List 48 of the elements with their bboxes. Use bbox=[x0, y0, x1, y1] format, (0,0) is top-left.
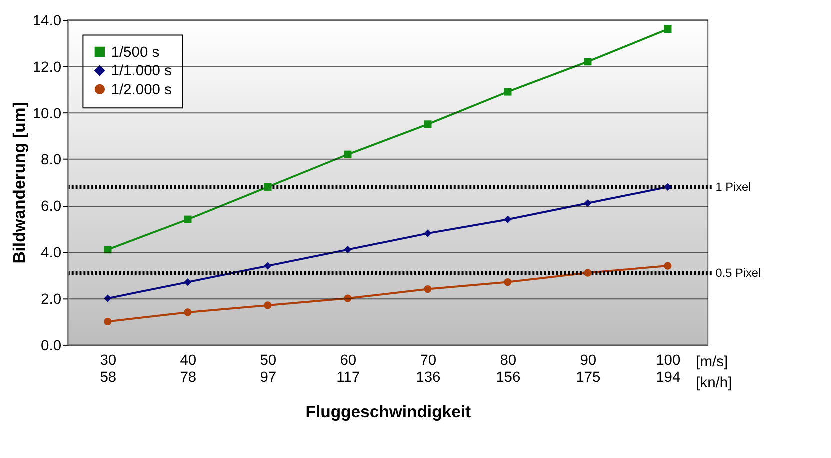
x-tick-label: 80 156 bbox=[496, 353, 521, 386]
y-tick-label: 12.0 bbox=[32, 60, 62, 76]
legend-label: 1/500 s bbox=[111, 44, 160, 61]
x-tick-label: 90 175 bbox=[576, 353, 601, 386]
point bbox=[424, 120, 432, 128]
point bbox=[584, 269, 592, 277]
ref-line-label: 1 Pixel bbox=[716, 180, 752, 194]
point bbox=[104, 246, 112, 254]
x-axis-title: Fluggeschwindigkeit bbox=[306, 402, 472, 422]
y-tick-label: 0.0 bbox=[41, 338, 62, 354]
point bbox=[504, 88, 512, 96]
x-tick-label: 70 136 bbox=[416, 353, 441, 386]
y-tick-label: 10.0 bbox=[32, 106, 62, 122]
point bbox=[184, 216, 192, 224]
x-tick-label: 100 194 bbox=[656, 353, 681, 386]
point bbox=[264, 183, 272, 191]
point bbox=[664, 26, 672, 34]
point bbox=[104, 318, 112, 326]
point bbox=[584, 200, 592, 208]
y-tick-label: 14.0 bbox=[32, 13, 62, 30]
y-tick-label: 4.0 bbox=[41, 246, 62, 262]
point bbox=[504, 216, 512, 224]
point bbox=[504, 278, 512, 286]
point bbox=[264, 302, 272, 310]
point bbox=[184, 278, 192, 286]
point bbox=[424, 230, 432, 238]
legend-label: 1/1.000 s bbox=[111, 64, 172, 80]
point bbox=[344, 294, 352, 302]
y-axis-title: Bildwanderung [um] bbox=[10, 102, 29, 264]
point bbox=[424, 285, 432, 294]
point bbox=[184, 308, 192, 316]
point bbox=[584, 58, 592, 66]
point bbox=[344, 150, 352, 158]
y-tick-label: 8.0 bbox=[41, 152, 62, 169]
point bbox=[664, 183, 672, 191]
point bbox=[344, 246, 352, 254]
x-tick-label: 40 78 bbox=[180, 353, 197, 386]
y-tick-label: 2.0 bbox=[41, 292, 62, 308]
x-tick-label: 50 97 bbox=[260, 353, 277, 386]
x-tick-label: 30 58 bbox=[100, 353, 117, 386]
point bbox=[664, 262, 672, 270]
point bbox=[264, 262, 272, 270]
text: [m/s] [kn/h] bbox=[696, 354, 732, 392]
ref-line-label: 0.5 Pixel bbox=[716, 266, 762, 280]
y-tick-label: 6.0 bbox=[41, 199, 62, 216]
legend-label: 1/2.000 s bbox=[111, 82, 172, 98]
point bbox=[104, 294, 112, 302]
x-tick-label: 60 117 bbox=[336, 353, 360, 386]
